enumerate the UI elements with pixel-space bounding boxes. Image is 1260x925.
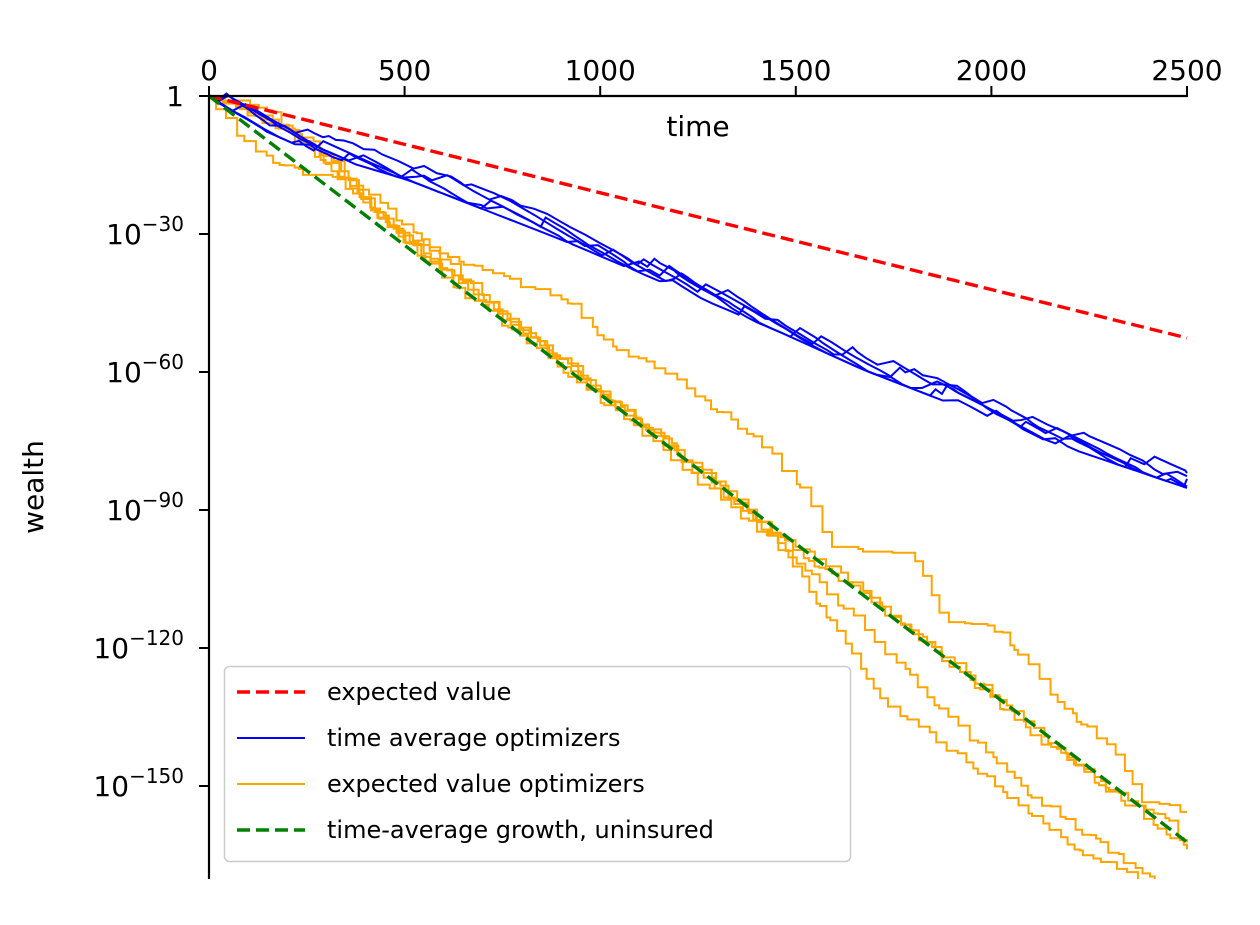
y-tick-exponent: −30	[142, 212, 184, 236]
x-tick-label: 2000	[956, 54, 1027, 87]
axes	[207, 94, 1188, 879]
y-tick-exponent: −150	[129, 764, 184, 788]
y-tick-exponent: −120	[129, 626, 184, 650]
y-tick-base: 10	[93, 770, 129, 803]
series-layer	[209, 92, 1188, 879]
y-tick-base: 10	[106, 218, 142, 251]
x-tick-label: 1000	[565, 54, 636, 87]
series-time-average-optimizers	[209, 92, 1188, 489]
legend-item: expected value	[237, 678, 511, 706]
y-tick-exponent: −60	[142, 350, 184, 374]
legend-label: expected value optimizers	[327, 770, 645, 798]
y-tick-base: 1	[166, 80, 184, 113]
legend-item: time-average growth, uninsured	[237, 816, 714, 844]
legend: expected value time average optimizers exp…	[223, 665, 852, 863]
y-tick-label: 10−150	[93, 764, 184, 803]
series-time-average-growth-uninsured	[209, 94, 1188, 844]
x-tick-label: 1500	[760, 54, 831, 87]
y-tick-label: 10−120	[93, 626, 184, 665]
time-average-path	[209, 92, 1188, 489]
legend-item: time average optimizers	[237, 724, 621, 752]
x-tick-label: 500	[378, 54, 431, 87]
expected-value-optimizer-path	[209, 95, 1187, 813]
legend-box	[223, 665, 852, 863]
legend-label: time average optimizers	[327, 724, 621, 752]
series-expected-value	[209, 94, 1188, 340]
y-tick-label: 10−60	[106, 350, 184, 389]
y-tick-label: 10−30	[106, 212, 184, 251]
expected-value-optimizer-path	[209, 95, 1156, 879]
y-tick-exponent: −90	[142, 488, 184, 512]
y-tick-base: 10	[106, 494, 142, 527]
legend-label: expected value	[327, 678, 511, 706]
series-line	[209, 94, 1188, 844]
time-average-path	[209, 94, 1188, 474]
y-tick-label: 10−90	[106, 488, 184, 527]
y-tick-base: 10	[106, 356, 142, 389]
x-tick-label: 2500	[1151, 54, 1222, 87]
y-tick-label: 1	[166, 80, 184, 113]
expected-value-optimizer-path	[209, 95, 1147, 879]
x-ticks: 0 500 1000 1500 2000 2500	[200, 54, 1223, 96]
legend-label: time-average growth, uninsured	[327, 816, 714, 844]
time-average-path	[209, 95, 1188, 488]
x-tick-label: 0	[200, 54, 218, 87]
x-axis-label: time	[666, 110, 729, 143]
y-tick-base: 10	[93, 632, 129, 665]
legend-item: expected value optimizers	[237, 770, 645, 798]
y-axis-label: wealth	[17, 440, 50, 534]
time-average-path	[209, 95, 1188, 478]
series-line	[209, 94, 1188, 340]
